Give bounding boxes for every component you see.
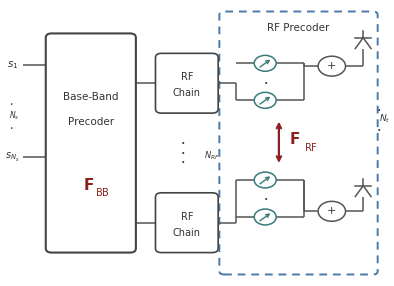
Text: +: +	[327, 61, 336, 71]
Text: $\mathbf{F}$: $\mathbf{F}$	[289, 132, 300, 148]
Text: $\bullet$: $\bullet$	[180, 139, 186, 145]
Text: Chain: Chain	[173, 228, 201, 238]
Text: $\bullet$: $\bullet$	[262, 79, 268, 85]
Circle shape	[254, 209, 276, 225]
Text: Base-Band: Base-Band	[63, 92, 119, 102]
Circle shape	[254, 172, 276, 188]
Circle shape	[318, 201, 346, 221]
Text: RF: RF	[180, 72, 193, 82]
Text: $\bullet$: $\bullet$	[376, 126, 381, 132]
Text: $\bullet$: $\bullet$	[9, 125, 13, 130]
FancyBboxPatch shape	[46, 33, 136, 253]
Text: $\bullet$: $\bullet$	[376, 106, 381, 112]
Text: +: +	[327, 206, 336, 216]
Text: $N_{RF}$: $N_{RF}$	[204, 150, 220, 162]
Text: $N_s$: $N_s$	[9, 110, 19, 122]
Text: RF Precoder: RF Precoder	[267, 23, 330, 33]
Text: Chain: Chain	[173, 88, 201, 98]
Circle shape	[254, 55, 276, 71]
Text: $\bullet$: $\bullet$	[180, 148, 186, 154]
Text: $\mathrm{RF}$: $\mathrm{RF}$	[305, 140, 318, 152]
Text: $\mathbf{F}$: $\mathbf{F}$	[83, 177, 95, 193]
Circle shape	[318, 56, 346, 76]
Text: Precoder: Precoder	[68, 117, 114, 127]
FancyBboxPatch shape	[156, 193, 218, 253]
Text: $\bullet$: $\bullet$	[262, 196, 268, 202]
Text: $s_1$: $s_1$	[7, 59, 18, 71]
Text: $\bullet$: $\bullet$	[180, 158, 186, 164]
Circle shape	[254, 92, 276, 108]
Text: $N_t$: $N_t$	[379, 113, 390, 125]
FancyBboxPatch shape	[156, 53, 218, 113]
Text: $\bullet$: $\bullet$	[9, 101, 13, 106]
Text: $\mathrm{BB}$: $\mathrm{BB}$	[95, 186, 110, 198]
Text: $s_{N_s}$: $s_{N_s}$	[5, 151, 19, 164]
Text: RF: RF	[180, 212, 193, 222]
